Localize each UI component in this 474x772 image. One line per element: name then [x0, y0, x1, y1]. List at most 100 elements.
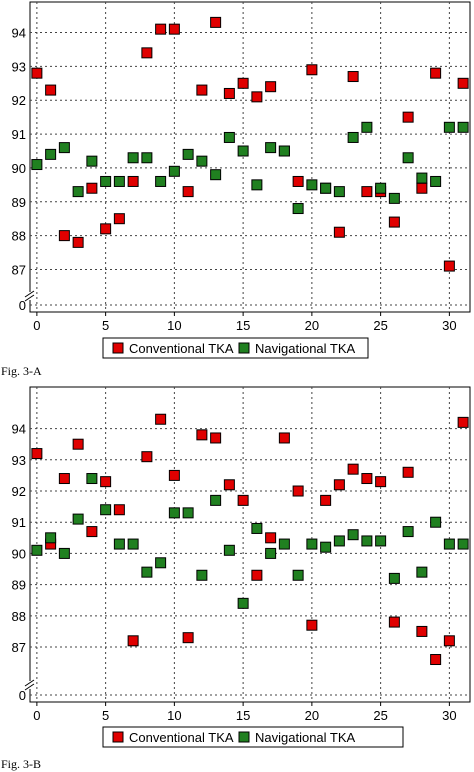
figure-label-b: Fig. 3-B	[1, 757, 42, 771]
axis-break-gap	[26, 681, 35, 689]
data-point	[292, 203, 304, 215]
x-tick-label: 15	[236, 708, 250, 723]
x-tick-label: 10	[167, 708, 181, 723]
data-point	[113, 538, 125, 550]
data-point	[237, 494, 249, 506]
legend-label: Conventional TKA	[129, 341, 234, 356]
legend-label: Navigational TKA	[255, 341, 356, 356]
data-point	[361, 473, 373, 485]
y-tick-label: 93	[12, 453, 26, 468]
data-point	[168, 165, 180, 177]
data-point	[210, 494, 222, 506]
axis-break-mark	[24, 294, 35, 302]
x-tick-label: 25	[373, 318, 387, 333]
data-point	[457, 121, 469, 133]
x-tick-label: 25	[373, 708, 387, 723]
data-point	[402, 526, 414, 538]
y-tick-label: 0	[19, 298, 26, 313]
data-point	[72, 438, 84, 450]
data-point	[58, 547, 70, 559]
data-point	[31, 544, 43, 556]
data-point	[306, 64, 318, 76]
data-point	[402, 466, 414, 478]
data-point	[251, 569, 263, 581]
data-point	[155, 557, 167, 569]
y-tick-label: 92	[12, 484, 26, 499]
data-point	[58, 230, 70, 242]
data-point	[347, 131, 359, 143]
chart-panel-b: 87 88 89 90 91 92 93 94 0 0 5 10 15 20 25 30 Conventiona…	[0, 385, 474, 771]
y-tick-label: 94	[12, 26, 26, 41]
data-point	[86, 473, 98, 485]
x-tick-label: 10	[167, 318, 181, 333]
data-point	[430, 175, 442, 187]
data-point	[141, 566, 153, 578]
data-point	[457, 77, 469, 89]
data-point	[100, 504, 112, 516]
data-point	[127, 635, 139, 647]
x-tick-label: 15	[236, 318, 250, 333]
y-tick-label: 91	[12, 127, 26, 142]
data-point	[347, 71, 359, 83]
y-tick-label: 88	[12, 609, 26, 624]
data-point	[45, 532, 57, 544]
y-tick-label: 87	[12, 640, 26, 655]
data-point	[237, 77, 249, 89]
data-point	[347, 463, 359, 475]
data-point	[155, 175, 167, 187]
data-point	[320, 182, 332, 194]
data-point	[416, 182, 428, 194]
axis-break-gap	[26, 292, 35, 300]
data-point	[388, 572, 400, 584]
data-point	[265, 532, 277, 544]
data-point	[375, 182, 387, 194]
legend-swatch	[112, 731, 124, 743]
data-point	[333, 226, 345, 238]
data-point	[113, 175, 125, 187]
data-point	[265, 81, 277, 93]
data-point	[31, 159, 43, 171]
legend: Conventional TKA Navigational TKA	[102, 337, 369, 359]
data-point	[210, 169, 222, 181]
data-point	[375, 476, 387, 488]
data-point	[333, 479, 345, 491]
series-navigational	[31, 473, 469, 609]
data-point	[430, 67, 442, 79]
data-point	[443, 121, 455, 133]
data-point	[223, 544, 235, 556]
data-point	[320, 494, 332, 506]
x-tick-label: 20	[305, 708, 319, 723]
data-point	[196, 569, 208, 581]
figure-label-a: Fig. 3-A	[1, 364, 42, 378]
data-point	[320, 541, 332, 553]
data-point	[127, 152, 139, 164]
data-point	[86, 182, 98, 194]
data-point	[168, 507, 180, 519]
data-point	[430, 516, 442, 528]
data-point	[361, 186, 373, 198]
data-point	[127, 175, 139, 187]
data-point	[333, 535, 345, 547]
legend-box	[102, 726, 404, 748]
data-point	[306, 619, 318, 631]
data-point	[375, 535, 387, 547]
data-point	[292, 175, 304, 187]
data-point	[182, 632, 194, 644]
data-point	[265, 142, 277, 154]
y-tick-label: 89	[12, 195, 26, 210]
series-navigational	[31, 121, 469, 215]
legend: Conventional TKA Navigational TKA	[102, 726, 404, 748]
data-point	[58, 142, 70, 154]
data-point	[361, 535, 373, 547]
data-point	[210, 432, 222, 444]
x-tick-label: 30	[442, 708, 456, 723]
data-point	[402, 152, 414, 164]
data-point	[416, 172, 428, 184]
legend-swatch	[238, 342, 250, 354]
plot-area	[29, 386, 471, 703]
scatter-chart-a: 87 88 89 90 91 92 93 94 00 5 10 15 20 25 30 Conventiona…	[12, 1, 471, 359]
data-point	[402, 111, 414, 123]
data-point	[196, 84, 208, 96]
data-point	[31, 448, 43, 460]
y-tick-label: 94	[12, 422, 26, 437]
